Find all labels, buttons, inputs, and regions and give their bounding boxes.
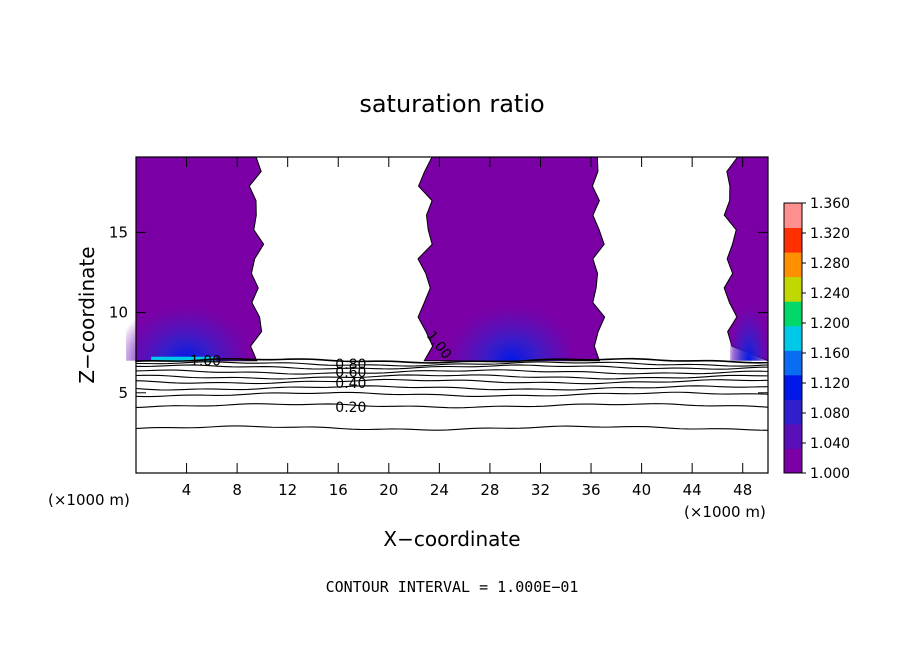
- contour-line-0.90: [135, 361, 769, 367]
- y-tick-label: 5: [118, 384, 128, 402]
- x-tick-label: 12: [278, 481, 297, 499]
- contour-line-0.80: [135, 364, 769, 370]
- x-axis-label: X−coordinate: [383, 527, 520, 551]
- chart-title: saturation ratio: [359, 90, 544, 118]
- contour-line-0.70: [135, 369, 769, 375]
- contour-line-0.50: [135, 378, 769, 385]
- colorbar-label: 1.320: [810, 226, 850, 242]
- contour-lines: [135, 357, 769, 431]
- colorbar-swatch: [784, 252, 802, 278]
- colorbar-swatch: [784, 423, 802, 449]
- high-saturation-band: [151, 356, 216, 361]
- contour-label: 0.80: [335, 357, 366, 373]
- colorbar-label: 1.000: [810, 466, 850, 482]
- colorbar-label: 1.200: [810, 316, 850, 332]
- core-column-2: [452, 260, 573, 361]
- contour-label: 0.60: [335, 365, 366, 381]
- y-tick-label: 15: [109, 223, 128, 241]
- colorbar-swatch: [784, 325, 802, 351]
- y-tick-label: 10: [109, 304, 128, 322]
- colorbar-label: 1.120: [810, 376, 850, 392]
- colorbar-label: 1.040: [810, 436, 850, 452]
- y-axis-ticks: 5 10 15: [109, 223, 768, 402]
- core-column-1: [126, 260, 247, 361]
- x-tick-label: 36: [581, 481, 600, 499]
- colorbar-frame: [783, 202, 803, 474]
- contour-label: 0.40: [335, 376, 366, 392]
- x-tick-label: 8: [232, 481, 242, 499]
- x-tick-label: 24: [430, 481, 449, 499]
- colorbar-swatch: [784, 276, 802, 302]
- x-axis-ticks: 4 8 12 16 20 24 28 32 36 40 44 48: [182, 157, 752, 499]
- x-tick-label: 4: [182, 481, 192, 499]
- plot-frame: [135, 156, 769, 474]
- contour-line-0.40: [135, 385, 769, 391]
- x-tick-label: 44: [683, 481, 702, 499]
- contour-line-0.10: [135, 425, 769, 431]
- colorbar-label: 1.080: [810, 406, 850, 422]
- x-tick-label: 16: [329, 481, 348, 499]
- x-unit-right: (×1000 m): [684, 503, 766, 521]
- colorbar-swatch: [784, 203, 802, 229]
- colorbar: 1.000 1.040 1.080 1.120 1.160 1.200 1.240 1.280…: [783, 196, 850, 482]
- colorbar-label: 1.280: [810, 256, 850, 272]
- x-tick-label: 20: [379, 481, 398, 499]
- contour-line-0.60: [135, 374, 769, 380]
- colorbar-label: 1.160: [810, 346, 850, 362]
- x-unit-left: (×1000 m): [48, 491, 130, 509]
- contour-line-0.20: [135, 403, 769, 409]
- colorbar-label: 1.360: [810, 196, 850, 212]
- contour-line-0.30: [135, 391, 769, 398]
- colorbar-swatch: [784, 227, 802, 253]
- core-column-3: [730, 260, 768, 361]
- contour-line-1.00: [135, 357, 769, 364]
- colorbar-swatch: [784, 350, 802, 376]
- contour-label: 0.20: [335, 400, 366, 416]
- colorbar-swatch: [784, 374, 802, 400]
- x-tick-label: 48: [733, 481, 752, 499]
- contour-label: 1.00: [190, 354, 221, 370]
- x-tick-label: 40: [632, 481, 651, 499]
- colorbar-label: 1.240: [810, 286, 850, 302]
- x-tick-label: 28: [480, 481, 499, 499]
- contour-interval-note: CONTOUR INTERVAL = 1.000E−01: [326, 578, 579, 596]
- y-axis-label: Z−coordinate: [75, 246, 99, 383]
- colorbar-swatch: [784, 399, 802, 425]
- x-tick-label: 32: [531, 481, 550, 499]
- colorbar-swatch: [784, 448, 802, 474]
- plot-area: [126, 156, 769, 362]
- colorbar-swatch: [784, 301, 802, 327]
